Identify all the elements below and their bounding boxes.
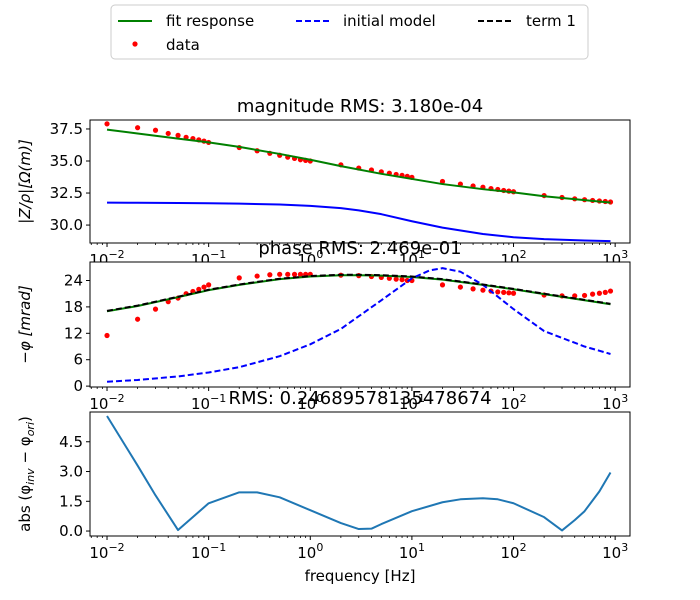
x-tick-label: 101 [399, 392, 425, 413]
y-tick-label: 12 [64, 324, 83, 342]
subplot-1: 10−2 10−1 100 101 102 10330.032.535.037.5magn… [16, 96, 631, 269]
data-point [104, 121, 110, 127]
x-tick-label: 102 [500, 392, 526, 413]
data-point [135, 125, 141, 131]
data-point [196, 286, 202, 292]
subplots: 10−2 10−1 100 101 102 103 30.0 32.5 35.0 37.5 magn… [16, 96, 631, 585]
data-point [495, 289, 501, 295]
x-tick-label: 103 [602, 392, 628, 413]
plot-area [90, 120, 630, 243]
data-point [457, 284, 463, 290]
data-point [291, 271, 298, 277]
series-curve-3-line [107, 201, 611, 243]
data-point [602, 289, 608, 295]
data-point [285, 271, 291, 277]
data-point [206, 282, 212, 288]
x-tick-label: 10−1 [191, 392, 226, 413]
data-point [439, 282, 446, 288]
data-point [590, 291, 596, 297]
y-tick-label: 1.5 [59, 492, 83, 510]
data-point [236, 275, 242, 281]
y-tick-label: 6 [73, 351, 83, 369]
data-point [607, 288, 614, 294]
axes-frame [89, 411, 631, 537]
y-tick-label: 32.5 [50, 184, 83, 202]
axes-frame [89, 119, 631, 244]
x-minor-ticks [90, 387, 611, 389]
y-axis-label: abs (φinv − φori) [16, 416, 37, 532]
y-tick-label: 30.0 [50, 216, 83, 234]
data-point [152, 306, 159, 312]
x-tick-label: 10−1 [191, 541, 226, 562]
data-point [480, 287, 486, 293]
data-point [439, 178, 446, 185]
y-tick-label: 0.0 [59, 522, 83, 540]
axes-frame [89, 261, 631, 388]
data-point [277, 271, 283, 277]
x-tick-label: 100 [297, 541, 323, 562]
data-point [596, 290, 603, 296]
data-point [135, 316, 141, 322]
subplot-3: 10−2 10−1 100 101 102 103 0.0 1.5 3.0 4.5 RMS: 0.2… [16, 388, 631, 585]
y-tick-label: 35.0 [50, 152, 83, 170]
data-point [399, 277, 405, 283]
series-curve-1-line [106, 415, 612, 532]
y-tick-label: 37.5 [50, 120, 83, 138]
x-axis-label: frequency [Hz] [305, 567, 416, 585]
legend-entry-term-1: term 1 [478, 12, 576, 30]
legend-swatch-data [132, 41, 138, 47]
data-point [470, 286, 476, 292]
data-point [152, 127, 159, 133]
data-point [393, 276, 399, 282]
legend: fit response initial model term 1 data [110, 4, 589, 60]
data-point [254, 273, 260, 279]
subplot-title: phase RMS: 2.469e-01 [258, 238, 461, 259]
data-point [581, 292, 588, 299]
y-axis-label: |Z/ρ|[Ω(m)] [16, 139, 34, 224]
series-fit-response-line [106, 128, 611, 204]
legend-entry-initial-model: initial model [296, 12, 436, 30]
y-tick-label: 4.5 [59, 433, 83, 451]
x-tick-label: 101 [399, 541, 425, 562]
x-tick-label: 103 [602, 541, 628, 562]
subplot-title: RMS: 0.24689578135478674 [228, 388, 491, 409]
subplot-2: 10−2 10−1 100 101 102 103 0 6 12 18 24 phase RMS: 2… [16, 238, 631, 413]
data-point [501, 289, 507, 295]
legend-label-term-1: term 1 [526, 12, 576, 30]
y-tick-label: 18 [64, 298, 83, 316]
data-point [267, 272, 273, 278]
data-point [175, 132, 181, 138]
data-point [201, 284, 207, 290]
y-tick-label: 3.0 [59, 463, 83, 481]
legend-label-fit-response: fit response [166, 12, 254, 30]
data-point [510, 290, 517, 296]
x-tick-label: 100 [297, 392, 323, 413]
data-point [104, 332, 110, 339]
legend-label-initial-model: initial model [343, 12, 436, 30]
x-tick-label: 10−2 [89, 541, 124, 562]
y-tick-label: 24 [64, 271, 83, 289]
y-axis-label: −φ [mrad] [16, 285, 34, 364]
legend-entry-data: data [132, 36, 200, 54]
y-tick-label: 0 [73, 377, 83, 395]
x-tick-label: 10−2 [89, 392, 124, 413]
subplot-title: magnitude RMS: 3.180e-04 [237, 96, 483, 117]
series-initial-model-line [106, 267, 611, 383]
legend-entry-fit-response: fit response [118, 12, 254, 30]
x-tick-label: 102 [500, 541, 526, 562]
legend-frame [110, 4, 589, 60]
data-point [297, 271, 304, 277]
x-minor-ticks [90, 536, 611, 538]
data-point [506, 290, 512, 296]
data-point [165, 130, 171, 137]
legend-label-data: data [166, 36, 200, 54]
plot-area [90, 262, 630, 387]
series-term-1-line [106, 273, 611, 312]
x-minor-ticks [90, 243, 611, 245]
